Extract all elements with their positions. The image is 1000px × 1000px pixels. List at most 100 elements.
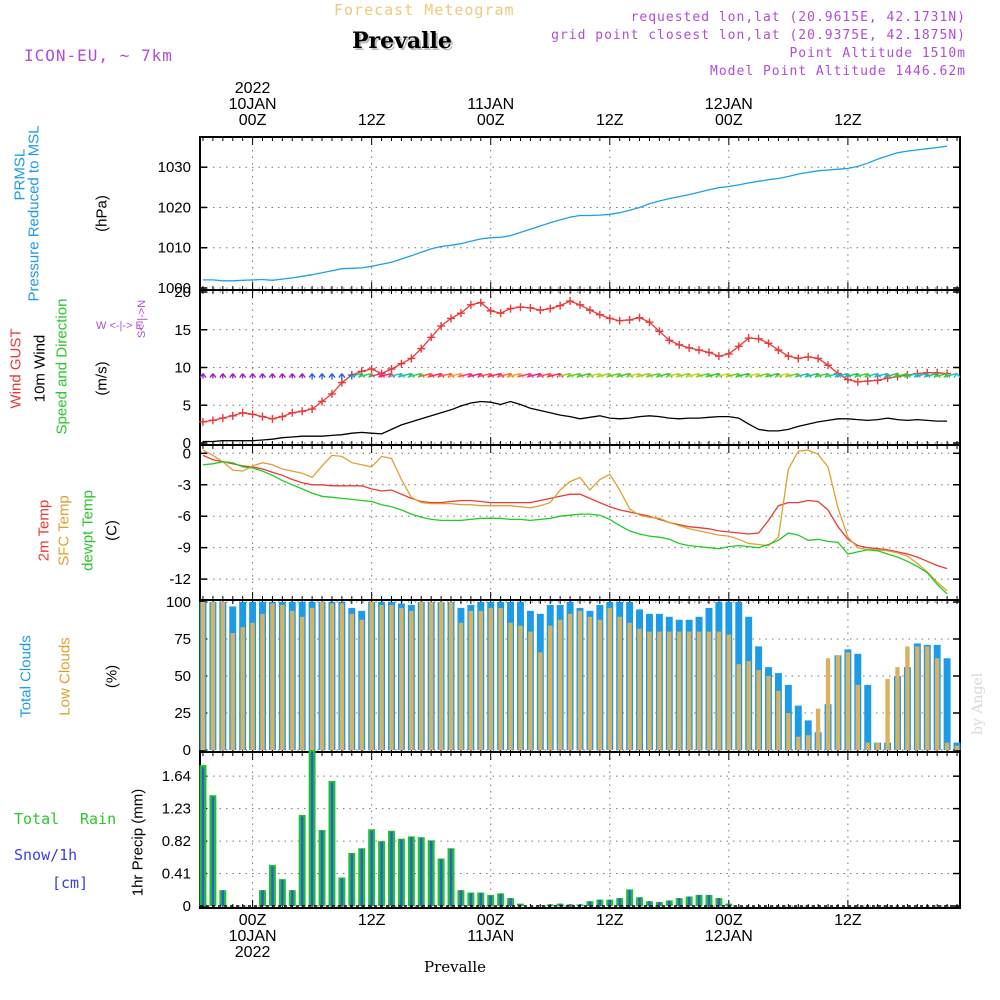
bar-snow	[291, 890, 294, 906]
bar-low-clouds	[607, 607, 612, 750]
bar-low-clouds	[419, 602, 424, 750]
bar-low-clouds	[925, 646, 930, 750]
gust-marker	[506, 304, 515, 313]
bar-low-clouds	[329, 603, 335, 750]
gust-marker	[615, 316, 624, 325]
bar-low-clouds	[875, 742, 880, 750]
top-time-label-t2: 11JAN 00Z	[446, 97, 536, 129]
ytick-label-precip: 0.41	[162, 866, 191, 883]
super-title: Forecast Meteogram	[334, 1, 515, 19]
gust-marker	[824, 361, 833, 370]
bar-snow	[271, 866, 274, 906]
bar-low-clouds	[647, 631, 652, 750]
time-label-line: 00Z	[715, 912, 743, 929]
bottom-time-label-b2: 00Z 11JAN	[446, 913, 536, 945]
bar-low-clouds	[845, 652, 851, 750]
ytick-label-precip: 0	[183, 898, 191, 915]
gust-marker	[238, 408, 247, 417]
wind-compass-we: W <-|-> E	[96, 320, 143, 332]
pressure-label-desc: Pressure Reduced to MSL	[25, 125, 43, 302]
gust-marker	[863, 377, 872, 386]
gust-marker	[496, 309, 505, 318]
gust-marker	[208, 416, 217, 425]
bar-snow	[410, 837, 413, 906]
gust-marker	[566, 297, 575, 306]
panel-frame-temp	[199, 444, 961, 601]
bar-low-clouds	[399, 607, 404, 750]
bar-snow	[598, 899, 602, 906]
gust-marker	[625, 315, 634, 324]
gust-marker	[526, 303, 535, 312]
bar-low-clouds	[498, 607, 503, 750]
bar-low-clouds	[855, 684, 860, 750]
bar-low-clouds	[230, 633, 235, 750]
grid-point-coords: grid point closest lon,lat (20.9375E, 42…	[551, 28, 966, 43]
bar-snow	[380, 841, 383, 906]
ytick-label-wind: 15	[174, 322, 191, 339]
bar-low-clouds	[587, 616, 593, 750]
wind-direction-arrow	[278, 373, 286, 379]
bar-low-clouds	[220, 602, 226, 750]
gust-marker	[556, 301, 565, 310]
bar-snow	[588, 901, 592, 906]
bar-snow	[400, 839, 403, 906]
bar-low-clouds	[726, 634, 732, 750]
pressure-unit: (hPa)	[93, 195, 111, 232]
bar-low-clouds	[766, 676, 771, 750]
time-label-line: 2022	[234, 944, 271, 961]
clouds-low-label: Low Clouds	[56, 637, 74, 716]
bar-low-clouds	[210, 602, 216, 750]
time-label-line: 11JAN	[467, 96, 515, 113]
series-line-temp-2	[202, 461, 948, 595]
gust-marker	[744, 334, 753, 343]
precip-total-label: Total	[14, 810, 60, 828]
bar-low-clouds	[796, 736, 801, 750]
gust-marker	[814, 354, 823, 363]
bar-total-clouds	[794, 705, 802, 750]
time-label-line: 00Z	[476, 112, 505, 129]
gust-marker	[407, 354, 416, 363]
bar-snow	[697, 894, 701, 906]
bar-snow	[509, 898, 512, 906]
wind-direction-arrow	[944, 372, 961, 378]
precip-snow-label: Snow/1h	[14, 846, 78, 864]
panel-frame-pressure	[199, 136, 961, 291]
bar-snow	[499, 894, 502, 906]
time-label-line: 12JAN	[704, 96, 753, 113]
gust-marker	[387, 365, 396, 374]
bottom-time-label-b5: 12Z	[803, 913, 893, 929]
precip-unit: 1hr Precip (mm)	[129, 788, 147, 897]
bar-low-clouds	[409, 610, 414, 750]
gust-marker	[754, 334, 763, 343]
bar-low-clouds	[835, 655, 841, 750]
bar-snow	[301, 816, 304, 906]
ytick-label-pressure: 1030	[158, 159, 191, 176]
gust-marker	[595, 310, 604, 319]
ytick-label-temp: -6	[178, 508, 191, 525]
bar-low-clouds	[458, 622, 464, 750]
ytick-label-temp: -12	[169, 571, 191, 588]
bar-snow	[687, 896, 691, 906]
wind-direction-arrow	[268, 373, 276, 379]
gust-marker	[367, 365, 376, 374]
bar-low-clouds	[686, 631, 692, 750]
gust-marker	[794, 354, 803, 363]
gust-marker	[714, 352, 723, 361]
bar-snow	[648, 901, 651, 906]
bar-low-clouds	[577, 610, 583, 750]
bar-snow	[578, 904, 582, 906]
gust-marker	[476, 298, 485, 307]
bar-low-clouds	[627, 622, 632, 750]
time-label-line: 12Z	[595, 912, 624, 929]
bar-snow	[420, 837, 423, 906]
point-altitude: Point Altitude 1510m	[789, 46, 966, 61]
gust-marker	[327, 389, 336, 398]
ytick-label-wind: 0	[183, 435, 191, 452]
bar-snow	[340, 878, 344, 906]
wind-direction-arrow	[229, 373, 237, 379]
gust-marker	[466, 300, 475, 309]
bar-low-clouds	[379, 604, 384, 750]
bar-snow	[330, 782, 334, 906]
gust-marker	[427, 333, 436, 342]
bar-low-clouds	[905, 646, 910, 750]
